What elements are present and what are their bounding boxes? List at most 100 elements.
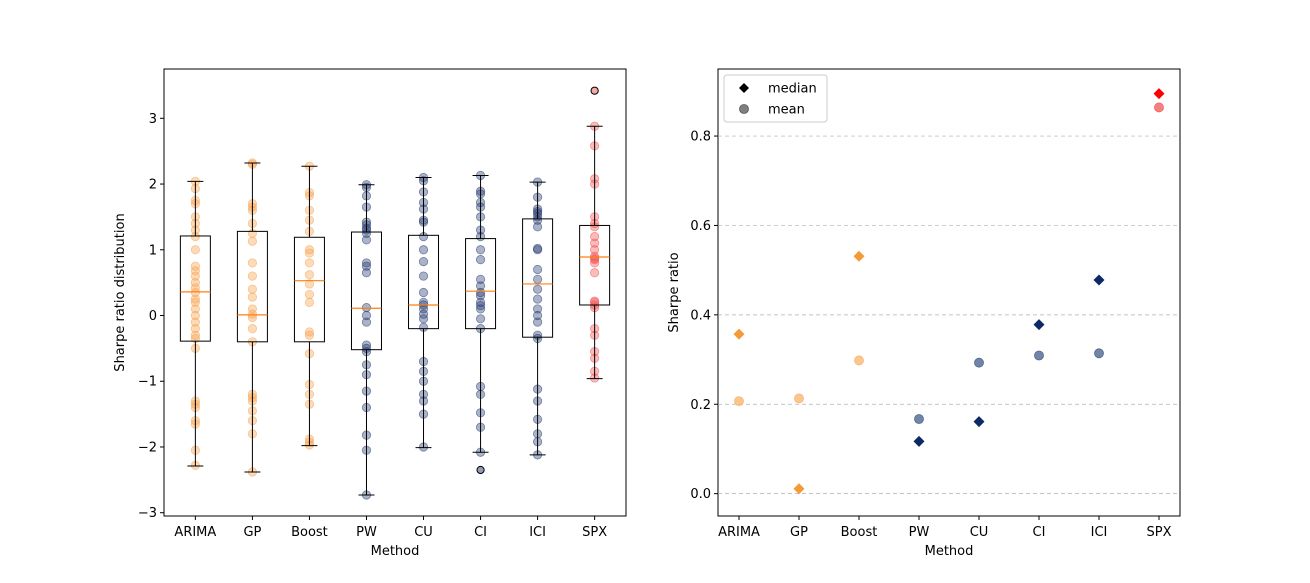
box	[408, 234, 440, 330]
data-point	[475, 274, 486, 284]
x-axis-label: Method	[371, 544, 420, 559]
data-point	[532, 264, 543, 275]
data-point	[590, 232, 600, 242]
sharpe-distribution-boxplot: −3 −2 −1 0 1 2 3 ARIMA GP Boost PW CU CI ICI SPX Method…	[113, 68, 627, 559]
y-tick-label: 2	[149, 178, 157, 193]
data-point	[361, 261, 372, 271]
data-point	[532, 304, 543, 314]
y-axis-label: Sharpe ratio distribution	[113, 213, 128, 371]
y-tick-label: −1	[138, 375, 157, 390]
median-marker	[913, 435, 925, 447]
data-point	[304, 330, 315, 340]
box	[465, 238, 497, 330]
data-point	[304, 279, 315, 289]
data-point	[475, 301, 486, 311]
x-tick-label: ARIMA	[174, 525, 216, 540]
data-point	[590, 238, 600, 248]
data-point	[418, 271, 429, 281]
data-point	[304, 258, 315, 268]
data-point	[418, 257, 429, 267]
data-point	[532, 294, 543, 304]
box	[293, 236, 325, 343]
mean-marker	[854, 355, 864, 366]
data-point	[475, 281, 486, 291]
legend-median-label: median	[768, 82, 817, 97]
data-point	[190, 266, 200, 276]
data-point	[532, 310, 543, 321]
median-marker	[973, 416, 985, 428]
median-marker	[1093, 274, 1105, 286]
x-tick-label: SPX	[582, 525, 607, 540]
box	[236, 230, 268, 343]
box	[179, 235, 211, 342]
data-point	[532, 317, 543, 327]
y-tick-label: 1	[149, 243, 157, 258]
data-point	[304, 270, 315, 280]
y-tick-label: 0.4	[690, 308, 711, 323]
x-tick-label: CI	[1033, 525, 1046, 540]
x-tick-label: CU	[414, 525, 433, 540]
legend: median mean	[723, 74, 828, 123]
data-point	[247, 324, 258, 334]
x-tick-label: PW	[356, 525, 377, 540]
data-point	[190, 261, 200, 271]
x-tick-label: GP	[243, 525, 261, 540]
data-point	[304, 248, 315, 258]
data-point	[418, 245, 429, 255]
x-tick-label: ARIMA	[718, 525, 760, 540]
y-tick-label: 0.6	[690, 219, 711, 234]
mean-marker	[794, 393, 804, 404]
data-point	[361, 303, 372, 313]
x-tick-label: ICI	[1091, 525, 1108, 540]
data-point	[190, 310, 200, 321]
y-tick-label: 0.0	[690, 487, 711, 502]
y-axis-label: Sharpe ratio	[667, 252, 682, 332]
median-marker	[793, 483, 805, 495]
data-point	[361, 317, 372, 327]
axes-frame	[163, 68, 627, 517]
flier	[590, 86, 599, 95]
data-point	[190, 324, 200, 334]
data-point	[532, 284, 543, 294]
data-point	[304, 327, 315, 337]
data-point	[475, 314, 486, 324]
data-point	[247, 309, 258, 319]
data-point	[475, 245, 486, 255]
data-point	[361, 310, 372, 321]
data-point	[190, 330, 200, 340]
data-point	[475, 287, 486, 298]
x-tick-label: Boost	[841, 525, 878, 540]
y-tick-label: 0	[149, 309, 157, 324]
data-point	[247, 236, 258, 246]
median-marker	[1033, 319, 1045, 331]
legend-median-marker	[739, 83, 749, 93]
y-tick-label: 0.8	[690, 130, 711, 145]
data-point	[304, 289, 315, 300]
data-point	[590, 258, 600, 268]
box	[579, 224, 611, 306]
x-tick-label: Boost	[291, 525, 328, 540]
median-marker	[1153, 88, 1165, 100]
data-point	[190, 304, 200, 314]
x-tick-label: PW	[909, 525, 930, 540]
x-tick-label: CU	[970, 525, 989, 540]
data-point	[361, 258, 372, 268]
data-point	[361, 268, 372, 278]
x-tick-label: GP	[790, 525, 808, 540]
data-point	[304, 245, 315, 255]
data-point	[190, 245, 200, 255]
median-marker	[733, 328, 745, 340]
mean-marker	[1154, 102, 1164, 113]
x-tick-label: CI	[474, 525, 487, 540]
data-point	[590, 268, 600, 278]
data-point	[418, 309, 429, 319]
y-tick-label: −3	[138, 506, 157, 521]
legend-mean-label: mean	[768, 103, 805, 118]
data-point	[418, 314, 429, 324]
median-marker	[853, 250, 865, 262]
data-point	[361, 235, 372, 245]
x-tick-label: SPX	[1147, 525, 1172, 540]
data-point	[247, 284, 258, 294]
data-point	[190, 317, 200, 327]
